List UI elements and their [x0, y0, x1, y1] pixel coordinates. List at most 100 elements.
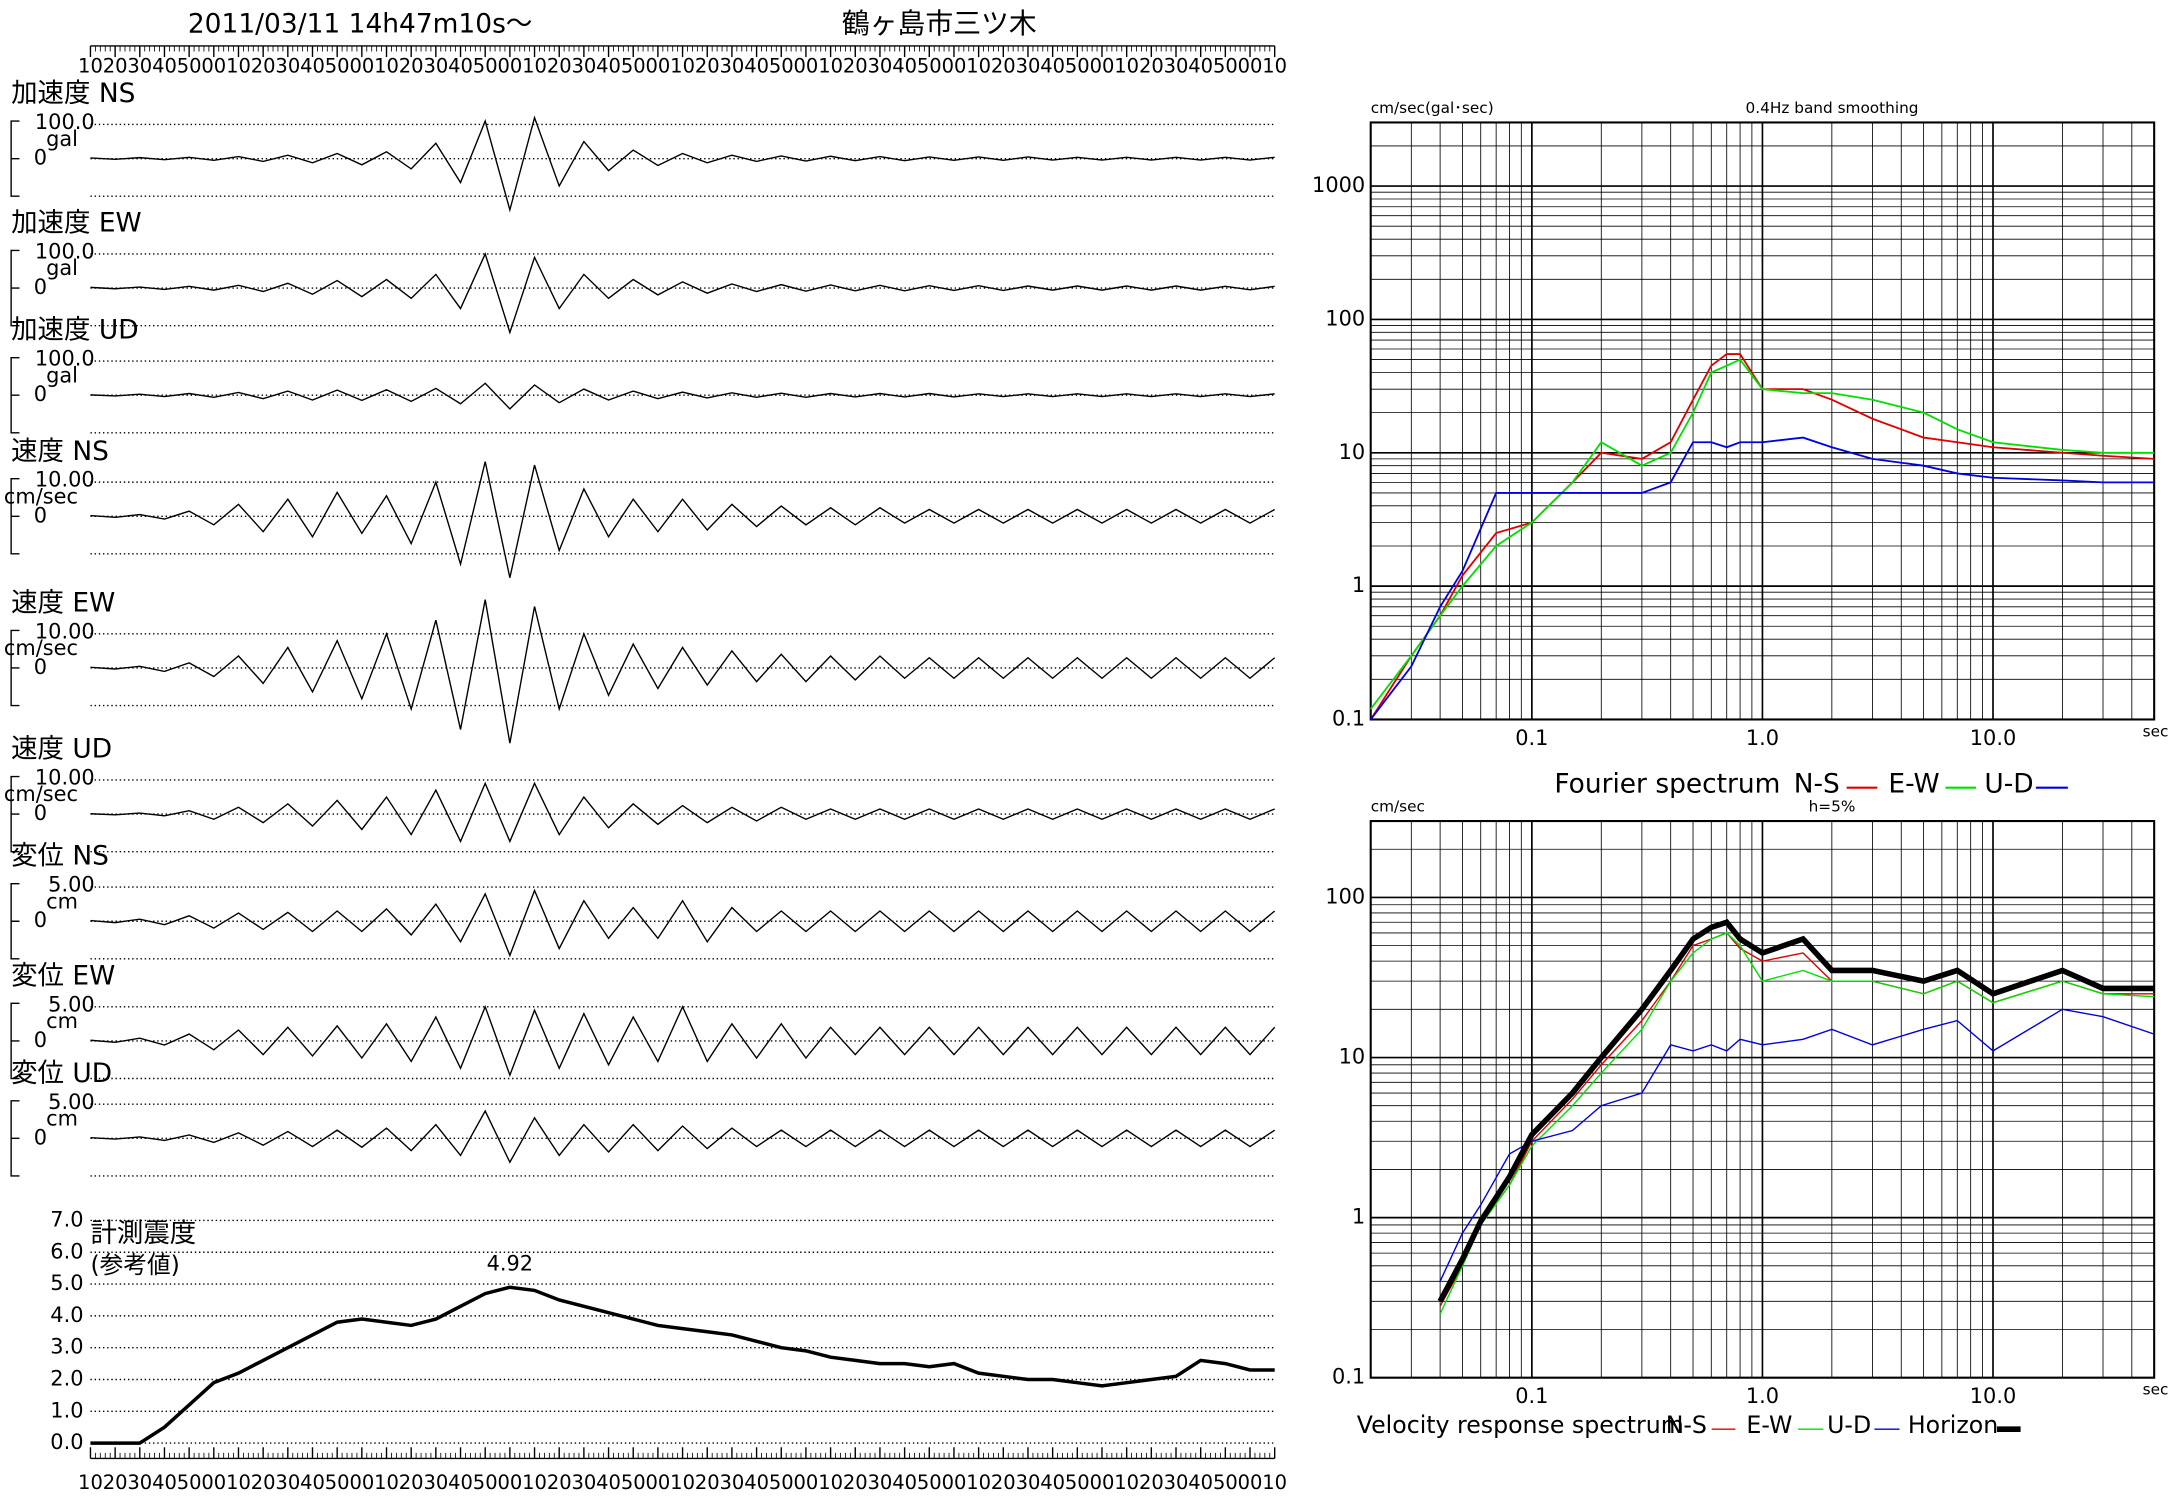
time-tick-label: 10	[1114, 1471, 1139, 1494]
time-tick-label: 40	[448, 54, 473, 77]
time-tick-label: 20	[547, 1471, 572, 1494]
waveform	[90, 251, 1275, 335]
time-tick-label: 00	[201, 1471, 226, 1494]
spectrum-line	[1369, 358, 2155, 710]
time-tick-label: 10	[966, 54, 991, 77]
y-tick-label: 5.00	[48, 873, 94, 897]
legend-label: E-W	[1888, 768, 1939, 799]
x-axis-unit: sec	[2143, 1381, 2169, 1399]
legend-label: N-S	[1666, 1411, 1707, 1439]
time-tick-label: 40	[300, 54, 325, 77]
time-tick-label: 40	[744, 1471, 769, 1494]
time-tick-label: 30	[571, 54, 596, 77]
plot-frame	[1369, 121, 2156, 721]
time-tick-label: 20	[547, 54, 572, 77]
time-tick-label: 10	[78, 1471, 103, 1494]
time-tick-label: 50	[769, 1471, 794, 1494]
time-tick-label: 50	[1213, 1471, 1238, 1494]
chart-title: 2011/03/11 14h47m10s〜	[188, 9, 532, 40]
y-tick-label: 0	[34, 503, 47, 527]
y-tick-label: 7.0	[50, 1207, 83, 1231]
time-tick-label: 30	[1016, 54, 1041, 77]
time-tick-label: 40	[596, 54, 621, 77]
waveform	[90, 1004, 1276, 1078]
time-tick-label: 30	[868, 1471, 893, 1494]
y-tick-label: 100.0	[35, 110, 95, 134]
time-tick-label: 20	[695, 1471, 720, 1494]
waveform	[90, 1109, 1276, 1164]
legend-label: N-S	[1794, 768, 1840, 799]
time-tick-label: 20	[695, 54, 720, 77]
time-tick-label: 40	[1188, 54, 1213, 77]
time-tick-label: 10	[1262, 1471, 1287, 1494]
y-tick-label: 1000	[1312, 173, 1365, 197]
time-tick-label: 40	[152, 54, 177, 77]
y-tick-label: 5.0	[50, 1271, 83, 1295]
waveform	[90, 115, 1275, 213]
time-tick-label: 50	[1213, 54, 1238, 77]
time-tick-label: 20	[103, 54, 128, 77]
panel-bracket	[10, 775, 20, 853]
time-tick-label: 20	[991, 54, 1016, 77]
time-tick-label: 30	[571, 1471, 596, 1494]
panel-label: 変位 UD	[11, 1058, 112, 1089]
time-tick-label: 30	[1164, 54, 1189, 77]
panel-label: 速度 NS	[11, 436, 109, 467]
panel-label: 変位 NS	[11, 841, 109, 872]
time-tick-label: 10	[374, 1471, 399, 1494]
time-tick-label: 50	[177, 54, 202, 77]
panel-label: 速度 UD	[11, 734, 112, 765]
panel-label: 加速度 UD	[11, 315, 138, 346]
panel-bracket	[10, 629, 20, 707]
time-tick-label: 00	[349, 54, 374, 77]
y-tick-label: 4.0	[50, 1303, 83, 1327]
time-tick-label: 20	[251, 54, 276, 77]
y-tick-label: 5.00	[48, 992, 94, 1016]
time-tick-label: 10	[226, 1471, 251, 1494]
spectrum-line	[1439, 1008, 2155, 1282]
time-tick-label: 00	[646, 1471, 671, 1494]
time-tick-label: 20	[991, 1471, 1016, 1494]
time-tick-label: 40	[1188, 1471, 1213, 1494]
unit-label: gal	[46, 256, 78, 280]
unit-label: gal	[46, 127, 78, 151]
time-tick-label: 10	[1262, 54, 1287, 77]
time-tick-label: 50	[917, 54, 942, 77]
time-tick-label: 00	[942, 54, 967, 77]
time-tick-label: 20	[251, 1471, 276, 1494]
time-tick-label: 40	[1040, 54, 1065, 77]
x-axis-unit: sec	[2143, 722, 2169, 740]
time-tick-label: 50	[177, 1471, 202, 1494]
time-tick-label: 20	[103, 1471, 128, 1494]
panel-bracket	[10, 882, 20, 960]
time-tick-label: 50	[1065, 1471, 1090, 1494]
y-tick-label: 1.0	[50, 1398, 83, 1422]
y-tick-label: 0	[34, 1125, 47, 1149]
panel-bracket	[10, 1100, 20, 1177]
time-tick-label: 10	[1114, 54, 1139, 77]
time-tick-label: 40	[448, 1471, 473, 1494]
time-tick-label: 20	[399, 1471, 424, 1494]
time-tick-label: 50	[325, 54, 350, 77]
time-tick-label: 30	[1164, 1471, 1189, 1494]
spectrum-line	[1369, 353, 2155, 720]
y-tick-label: 0.1	[1332, 706, 1365, 730]
x-tick-label: 10.0	[1970, 726, 2016, 750]
unit-label: cm/sec	[4, 782, 78, 806]
time-tick-label: 40	[300, 1471, 325, 1494]
y-tick-label: 10.00	[35, 766, 95, 790]
time-tick-label: 20	[843, 54, 868, 77]
y-tick-label: 100.0	[35, 347, 95, 371]
y-tick-label: 10.00	[35, 468, 95, 492]
x-tick-label: 1.0	[1746, 1384, 1779, 1408]
y-axis-unit: cm/sec(gal･sec)	[1371, 99, 1494, 117]
time-tick-label: 10	[670, 54, 695, 77]
time-tick-label: 20	[399, 54, 424, 77]
panel-label: 変位 EW	[11, 960, 115, 991]
time-tick-label: 00	[1090, 1471, 1115, 1494]
panel-label: 加速度 EW	[11, 208, 142, 239]
y-tick-label: 0	[34, 1028, 47, 1052]
x-tick-label: 1.0	[1746, 726, 1779, 750]
